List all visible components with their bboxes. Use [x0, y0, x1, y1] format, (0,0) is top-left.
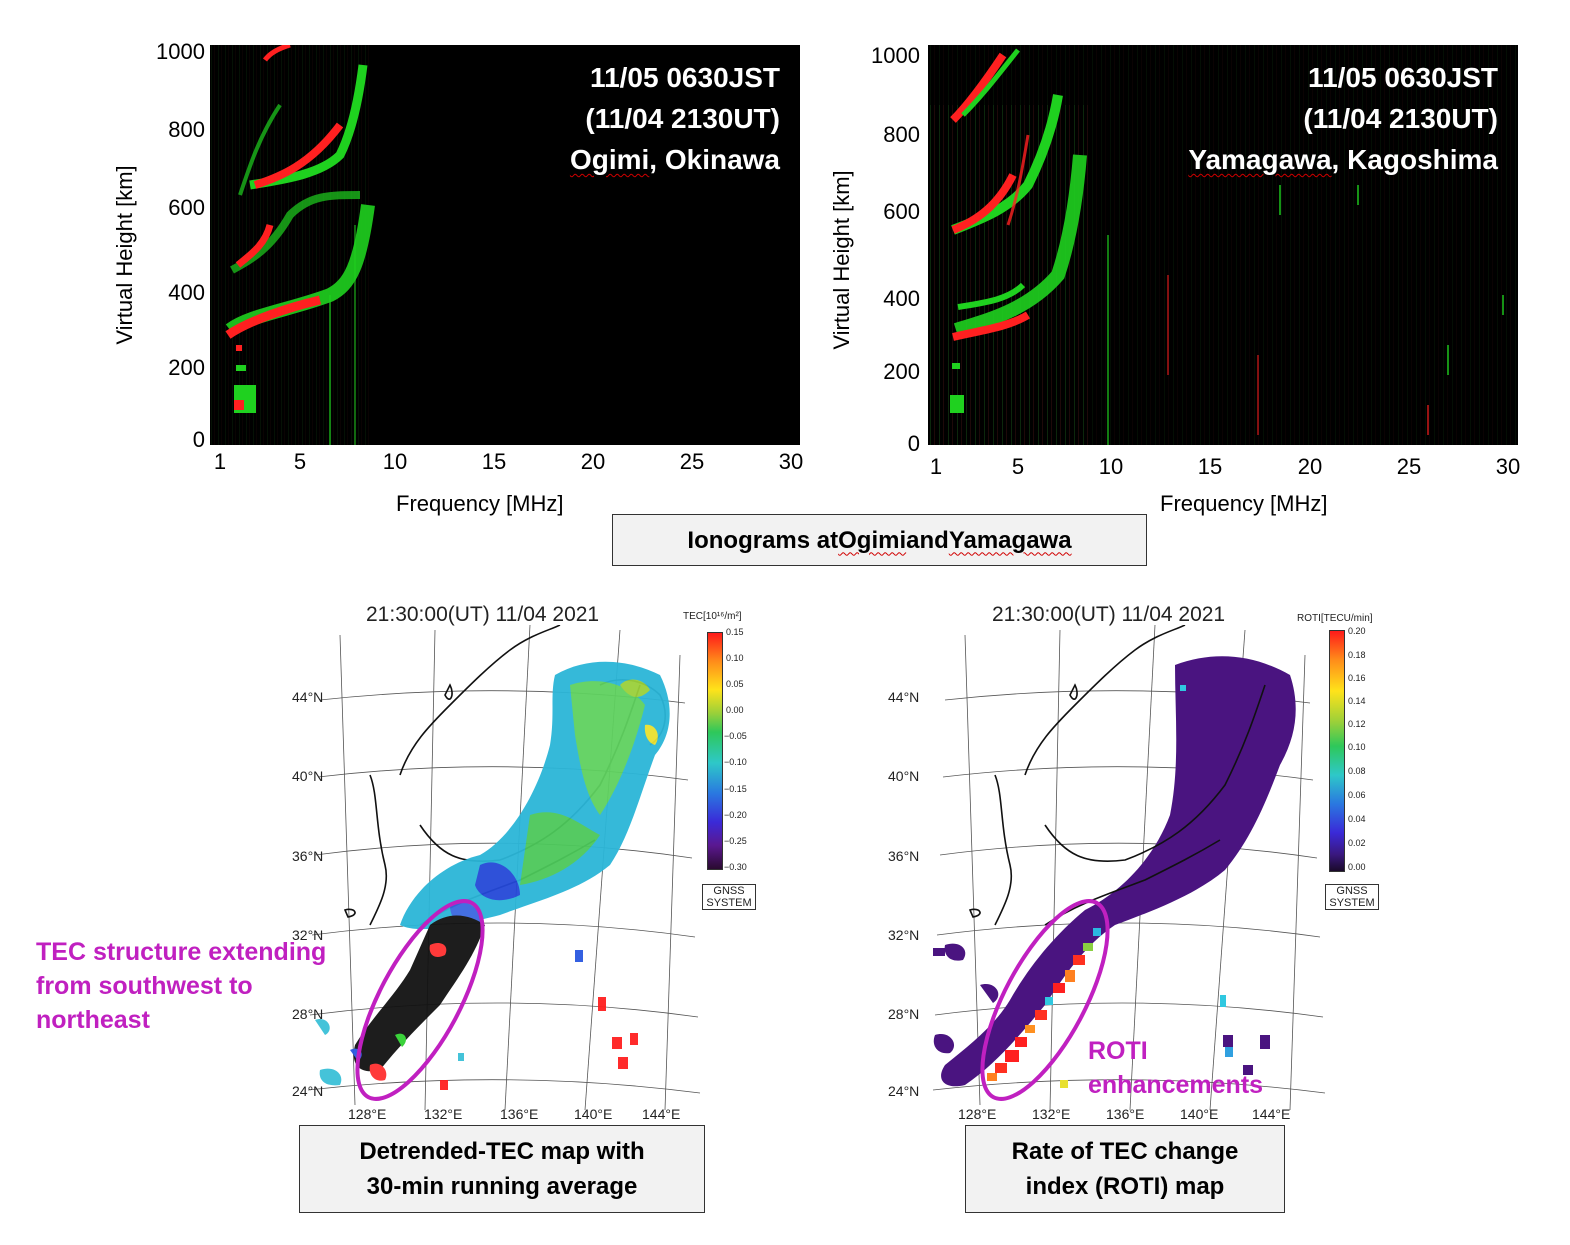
lat-label: 44°N [292, 689, 324, 705]
y-tick: 600 [168, 195, 205, 220]
lat-label: 32°N [888, 927, 920, 943]
lon-label: 144°E [1252, 1106, 1291, 1122]
x-tick: 5 [293, 449, 307, 474]
y-tick: 0 [907, 431, 920, 456]
y-axis-title: Virtual Height [km] [829, 170, 854, 350]
lat-label: 28°N [888, 1006, 920, 1022]
colorbar-tick: 0.00 [1348, 862, 1366, 872]
gnss-system-logo: GNSS SYSTEM [1325, 884, 1379, 910]
ionogram-caption: Ionograms at Ogimi and Yamagawa [612, 514, 1147, 566]
colorbar-tick: 0.06 [1348, 790, 1366, 800]
colorbar-tick: 0.16 [1348, 673, 1366, 683]
lat-label: 44°N [888, 689, 920, 705]
colorbar-tick: 0.04 [1348, 814, 1366, 824]
lat-label: 28°N [292, 1006, 324, 1022]
map-title: 21:30:00(UT) 11/04 2021 [992, 603, 1226, 626]
y-tick: 200 [883, 359, 920, 384]
colorbar-tick: 0.18 [1348, 650, 1366, 660]
x-tick: 1 [213, 449, 227, 474]
tec-map-graphic [307, 625, 701, 1111]
roti-colorbar [1329, 630, 1345, 872]
colorbar-tick: 0.05 [726, 679, 744, 689]
lon-label: 132°E [424, 1106, 463, 1122]
x-tick: 20 [1297, 454, 1323, 479]
lat-label: 36°N [292, 848, 324, 864]
ionogram-time-label: 11/05 0630JST (11/04 2130UT) Ogimi, Okin… [569, 62, 780, 175]
highlight-ellipse [980, 899, 1110, 1101]
ionogram-plot-area: 11/05 0630JST (11/04 2130UT) Ogimi, Okin… [210, 45, 800, 445]
colorbar-tick: 0.12 [1348, 719, 1366, 729]
colorbar-tick: −0.05 [724, 731, 747, 741]
lon-label: 128°E [348, 1106, 387, 1122]
tec-colorbar [707, 632, 723, 870]
lon-label: 140°E [574, 1106, 613, 1122]
y-tick: 200 [168, 355, 205, 380]
x-tick: 10 [382, 449, 408, 474]
colorbar-tick: 0.20 [1348, 626, 1366, 636]
y-tick: 1000 [871, 43, 920, 68]
colorbar-tick: 0.15 [726, 627, 744, 637]
lat-label: 40°N [292, 768, 324, 784]
lat-label: 24°N [888, 1083, 920, 1099]
lat-label: 40°N [888, 768, 920, 784]
x-tick: 1 [929, 454, 943, 479]
lon-label: 144°E [642, 1106, 681, 1122]
colorbar-tick: 0.00 [726, 705, 744, 715]
lat-label: 32°N [292, 927, 324, 943]
colorbar-tick: −0.20 [724, 810, 747, 820]
colorbar-title: ROTI[TECU/min] [1297, 613, 1373, 624]
x-tick: 15 [1197, 454, 1223, 479]
colorbar-tick: 0.10 [1348, 742, 1366, 752]
x-axis-title: Frequency [MHz] [1160, 491, 1328, 516]
colorbar-tick: −0.10 [724, 757, 747, 767]
y-tick: 800 [168, 117, 205, 142]
y-tick: 1000 [156, 39, 205, 64]
colorbar-tick: 0.14 [1348, 696, 1366, 706]
y-tick: 400 [883, 286, 920, 311]
colorbar-title: TEC[10¹⁶/m²] [683, 611, 742, 622]
x-axis-title: Frequency [MHz] [396, 491, 564, 516]
colorbar-tick: −0.30 [724, 862, 747, 872]
tec-structure-annotation: TEC structure extending from southwest t… [36, 938, 327, 1034]
lat-label: 36°N [888, 848, 920, 864]
lat-label: 24°N [292, 1083, 324, 1099]
lon-label: 136°E [500, 1106, 539, 1122]
ionogram-time-label: 11/05 0630JST (11/04 2130UT) Yamagawa, K… [1188, 62, 1498, 175]
x-tick: 10 [1098, 454, 1124, 479]
roti-annotation: ROTI enhancements [1088, 1037, 1264, 1099]
y-tick: 600 [883, 199, 920, 224]
gnss-system-logo: GNSS SYSTEM [702, 884, 756, 910]
ionogram-plot-area: 11/05 0630JST (11/04 2130UT) Yamagawa, K… [928, 45, 1518, 445]
y-tick: 800 [883, 122, 920, 147]
y-axis-title: Virtual Height [km] [112, 165, 137, 345]
y-tick: 400 [168, 280, 205, 305]
colorbar-tick: 0.10 [726, 653, 744, 663]
station-name: Ogimi [569, 144, 650, 175]
x-tick: 5 [1011, 454, 1025, 479]
x-tick: 15 [481, 449, 507, 474]
x-tick: 30 [1495, 454, 1521, 479]
ionogram-traces [928, 45, 1518, 445]
y-tick: 0 [192, 427, 205, 452]
lon-label: 128°E [958, 1106, 997, 1122]
x-tick: 25 [1396, 454, 1422, 479]
roti-map-graphic [932, 625, 1326, 1111]
lon-label: 132°E [1032, 1106, 1071, 1122]
colorbar-tick: −0.25 [724, 836, 747, 846]
x-tick: 25 [679, 449, 705, 474]
lon-label: 136°E [1106, 1106, 1145, 1122]
ionogram-traces [210, 45, 375, 445]
highlight-ellipse [355, 899, 485, 1101]
roti-map-caption: Rate of TEC change index (ROTI) map [965, 1125, 1285, 1213]
station-name: Yamagawa [1188, 144, 1332, 175]
colorbar-tick: 0.02 [1348, 838, 1366, 848]
lon-label: 140°E [1180, 1106, 1219, 1122]
map-title: 21:30:00(UT) 11/04 2021 [366, 603, 600, 626]
tec-map-caption: Detrended-TEC map with 30-min running av… [299, 1125, 705, 1213]
x-tick: 20 [580, 449, 606, 474]
x-tick: 30 [778, 449, 804, 474]
colorbar-tick: −0.15 [724, 784, 747, 794]
colorbar-tick: 0.08 [1348, 766, 1366, 776]
